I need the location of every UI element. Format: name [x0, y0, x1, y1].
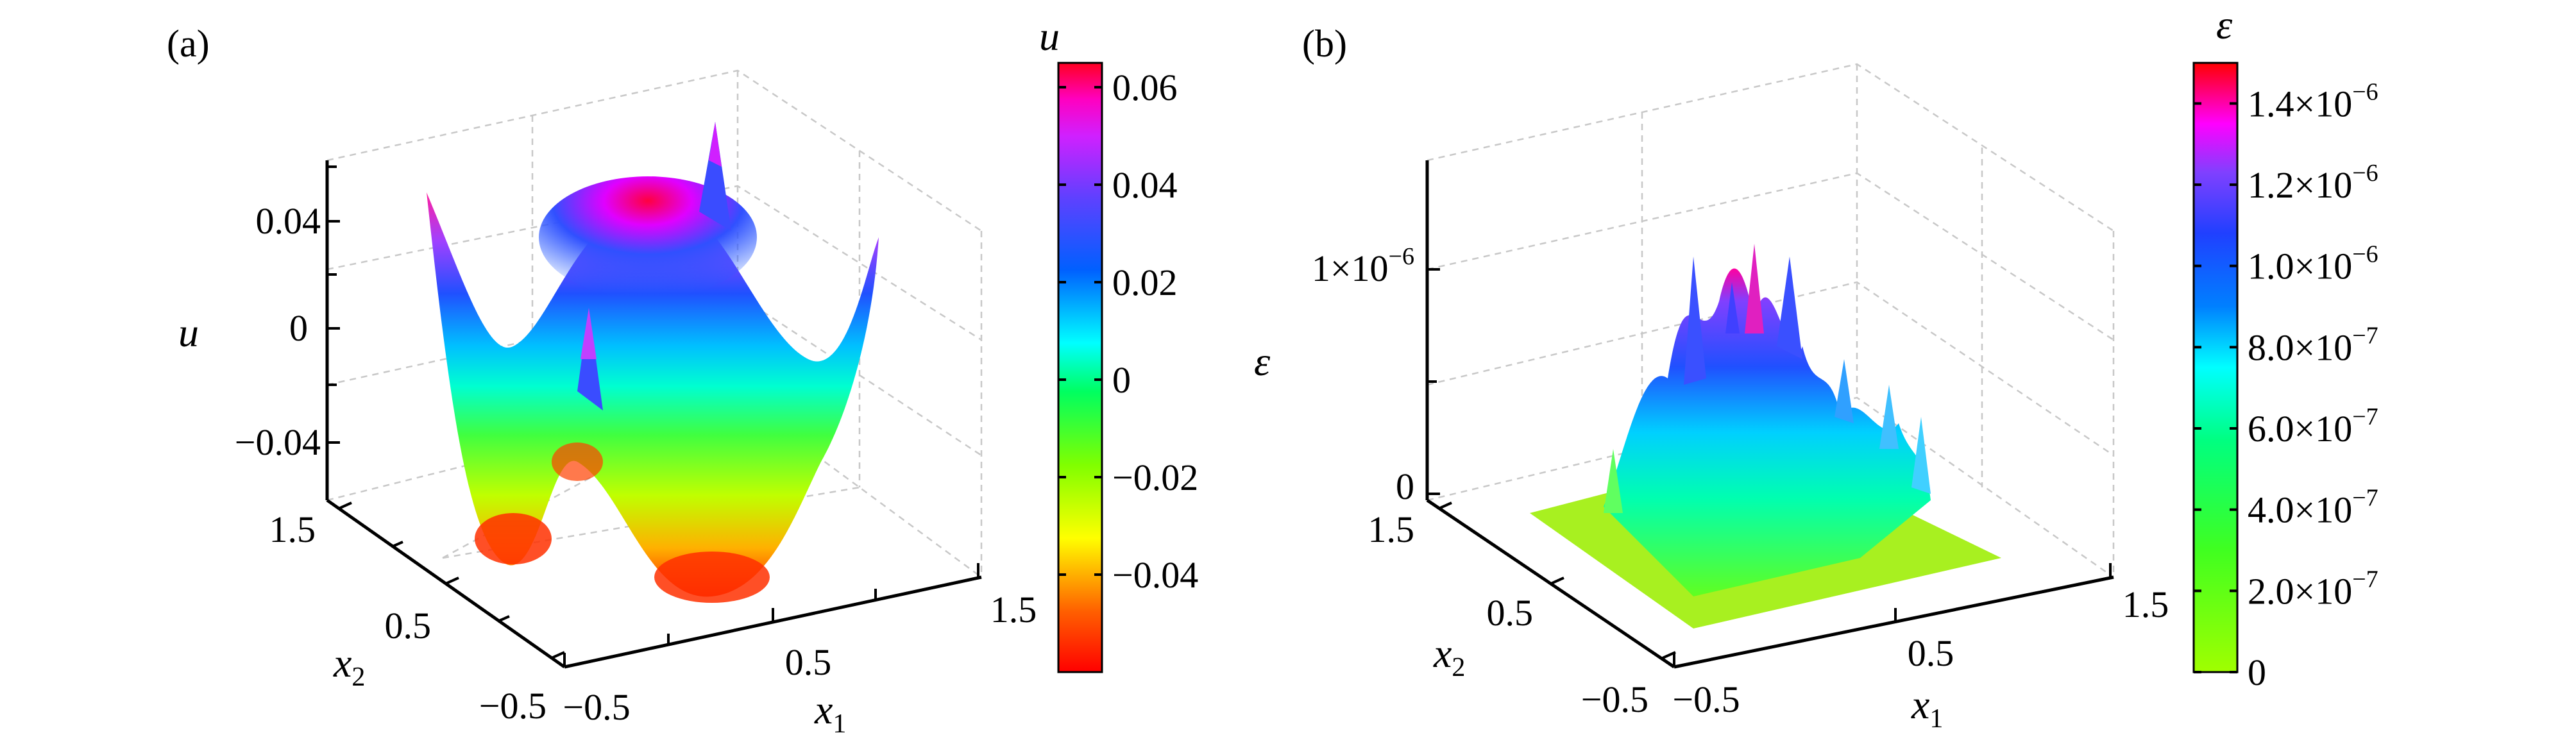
panel-a-colorbar-tick-label: 0.02 — [1112, 262, 1178, 303]
panel-b-colorbar-tick-label: 1.2×10−6 — [2248, 160, 2378, 206]
panel-a-colorbar-tick-label: −0.02 — [1112, 457, 1198, 498]
panel-a-colorbar-tick-label: 0 — [1112, 359, 1131, 401]
panel-b: (b) — [1254, 2, 2378, 734]
panel-a-colorbar-bar — [1057, 62, 1103, 673]
panel-a-z-label: u — [178, 310, 199, 355]
panel-b-colorbar-tick-label: 1.4×10−6 — [2248, 78, 2378, 124]
panel-b-z-label: ε — [1254, 339, 1271, 384]
panel-a-label: (a) — [167, 22, 210, 65]
panel-b-x-tick-2: 1.5 — [2123, 584, 2169, 625]
panel-b-y-tick-1: 0.5 — [1487, 592, 1534, 634]
panel-b-y-tick-2: 1.5 — [1368, 509, 1415, 550]
panel-a: (a) — [167, 13, 1198, 739]
panel-b-colorbar-tick-label: 8.0×10−7 — [2248, 322, 2378, 368]
panel-a-axes — [325, 160, 982, 669]
panel-b-colorbar: ε 1.4×10−6 1.2×10−6 1.0×10−6 8.0×10−7 6.0×10… — [2192, 2, 2378, 693]
panel-a-x-label: x1 — [814, 687, 846, 739]
panel-b-label: (b) — [1302, 22, 1347, 65]
panel-b-x-tick-1: 0.5 — [1908, 632, 1954, 674]
panel-a-colorbar-tick-label: 0.06 — [1112, 67, 1178, 108]
panel-a-z-tick-0: 0.04 — [256, 200, 321, 242]
panel-a-y-tick-1: 0.5 — [385, 605, 432, 646]
panel-a-colorbar-title: u — [1039, 13, 1060, 59]
panel-a-colorbar: u 0.06 0.04 0.02 0 −0.02 −0.04 — [1039, 13, 1198, 673]
panel-b-colorbar-tick-label: 4.0×10−7 — [2248, 485, 2378, 531]
panel-b-colorbar-tick-label: 2.0×10−7 — [2248, 566, 2378, 612]
panel-a-y-label: x2 — [333, 640, 365, 692]
panel-a-colorbar-tick-label: −0.04 — [1112, 554, 1198, 596]
panel-b-x-label: x1 — [1911, 682, 1943, 734]
panel-b-colorbar-tick-label: 6.0×10−7 — [2248, 403, 2378, 450]
panel-a-y-tick-2: 1.5 — [269, 509, 316, 550]
panel-a-colorbar-tick-label: 0.04 — [1112, 164, 1178, 206]
panel-b-z-tick-0: 0 — [1396, 466, 1414, 507]
panel-a-x-tick-2: 1.5 — [990, 589, 1037, 630]
panel-a-y-tick-0: −0.5 — [479, 685, 547, 727]
panel-b-y-tick-0: −0.5 — [1581, 679, 1648, 720]
panel-b-axes — [1425, 160, 2114, 669]
panel-a-z-tick-2: −0.04 — [235, 421, 321, 463]
panel-b-colorbar-tick-label: 0 — [2248, 652, 2266, 693]
panel-b-y-axis — [1426, 498, 1675, 669]
panel-a-surface — [427, 122, 879, 603]
panel-a-x-tick-0: −0.5 — [563, 686, 630, 728]
panel-b-surface — [1530, 244, 2001, 628]
panel-b-colorbar-title: ε — [2216, 2, 2233, 47]
panel-b-x-axis — [1674, 575, 2114, 669]
panel-a-z-tick-1: 0 — [289, 307, 308, 349]
panel-b-colorbar-tick-label: 1.0×10−6 — [2248, 241, 2378, 287]
panel-b-y-label: x2 — [1433, 630, 1465, 682]
panel-b-colorbar-bar — [2192, 62, 2239, 673]
panel-b-x-tick-0: −0.5 — [1672, 679, 1740, 720]
panel-b-z-tick-1: 1×10−6 — [1312, 243, 1414, 289]
panel-a-x-tick-1: 0.5 — [785, 641, 832, 683]
